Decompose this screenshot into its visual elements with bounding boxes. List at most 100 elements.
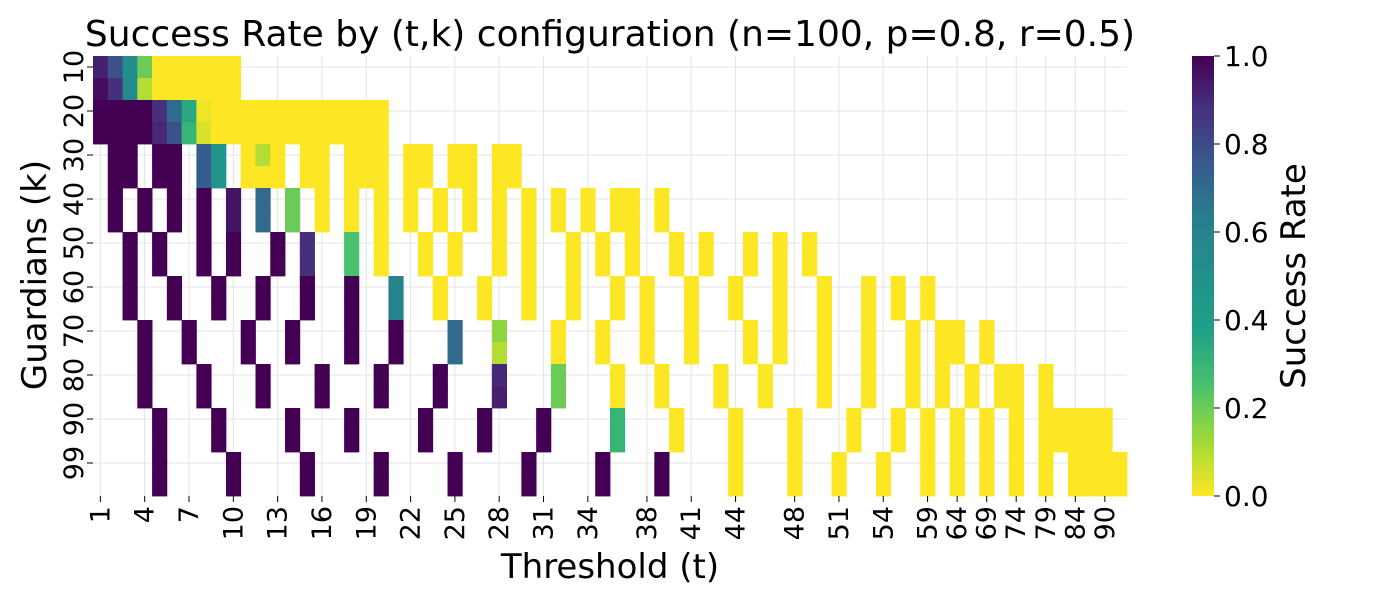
heatmap-cell <box>787 408 803 431</box>
heatmap-cells <box>93 56 1128 497</box>
heatmap-cell <box>137 188 153 211</box>
heatmap-cell <box>861 364 877 387</box>
heatmap-cell <box>802 254 818 277</box>
x-tick-label: 25 <box>440 506 471 540</box>
heatmap-cell <box>477 276 493 299</box>
heatmap-cell <box>152 122 168 145</box>
heatmap-cell <box>462 188 478 211</box>
heatmap-cell <box>181 342 197 365</box>
heatmap-cell <box>225 254 242 277</box>
heatmap-cell <box>373 100 389 123</box>
heatmap-cell <box>137 56 153 79</box>
heatmap-cell <box>447 254 463 277</box>
heatmap-cell <box>403 144 419 167</box>
heatmap-cell <box>610 188 626 211</box>
heatmap-cell <box>683 276 700 299</box>
heatmap-cell <box>373 364 389 387</box>
heatmap-cell <box>285 210 301 233</box>
heatmap-cell <box>772 254 788 277</box>
heatmap-cell <box>654 474 670 497</box>
heatmap-cell <box>1008 474 1024 497</box>
heatmap-cell <box>875 452 892 475</box>
heatmap-cell <box>1112 474 1128 497</box>
heatmap-cell <box>920 298 936 321</box>
chart-title: Success Rate by (t,k) configuration (n=1… <box>85 14 1135 55</box>
heatmap-cell <box>240 122 256 145</box>
heatmap-cell <box>137 320 153 343</box>
heatmap-cell <box>181 320 197 343</box>
heatmap-cell <box>107 144 123 167</box>
heatmap-cell <box>1008 386 1024 409</box>
heatmap-cell <box>358 166 375 189</box>
heatmap-cell <box>521 298 537 321</box>
heatmap-cell <box>639 276 655 299</box>
heatmap-cell <box>979 452 995 475</box>
x-tick-label: 84 <box>1060 506 1091 540</box>
heatmap-cell <box>491 320 507 343</box>
heatmap-cell <box>654 386 670 409</box>
heatmap-cell <box>934 342 951 365</box>
heatmap-cell <box>624 232 640 255</box>
heatmap-cell <box>610 364 626 387</box>
heatmap-cell <box>122 56 138 79</box>
heatmap-cell <box>595 452 611 475</box>
x-tick-label: 1 <box>85 506 116 523</box>
heatmap-cell <box>344 430 360 453</box>
heatmap-cell <box>550 188 567 211</box>
heatmap-cell <box>1097 430 1113 453</box>
heatmap-cell <box>595 232 611 255</box>
heatmap-cell <box>831 474 847 497</box>
heatmap-cell <box>964 364 980 387</box>
heatmap-cell <box>344 144 360 167</box>
colorbar-tick-label: 0.6 <box>1224 216 1269 249</box>
x-tick-label: 13 <box>263 506 294 540</box>
heatmap-cell <box>122 254 138 277</box>
heatmap-cell <box>447 320 463 343</box>
heatmap-cell <box>1038 386 1054 409</box>
heatmap-cell <box>299 100 315 123</box>
heatmap-cell <box>905 364 921 387</box>
heatmap-cell <box>772 298 788 321</box>
heatmap-cell <box>152 254 168 277</box>
heatmap-cell <box>107 56 123 79</box>
heatmap-cell <box>344 298 360 321</box>
heatmap-cell <box>1097 452 1113 475</box>
colorbar-tick-label: 0.2 <box>1224 392 1269 425</box>
heatmap-cell <box>225 474 242 497</box>
heatmap-cell <box>211 276 227 299</box>
heatmap-cell <box>255 166 271 189</box>
heatmap-cell <box>285 188 301 211</box>
heatmap-cell <box>225 56 242 79</box>
heatmap-cell <box>949 452 965 475</box>
heatmap-cell <box>122 232 138 255</box>
heatmap-cell <box>417 430 434 453</box>
heatmap-cell <box>122 276 138 299</box>
heatmap-cell <box>344 232 360 255</box>
heatmap-cell <box>580 188 596 211</box>
colorbar-label: Success Rate <box>1274 163 1314 389</box>
heatmap-cell <box>491 386 507 409</box>
heatmap-cell <box>344 188 360 211</box>
heatmap-cell <box>196 254 212 277</box>
heatmap-cell <box>920 452 936 475</box>
heatmap-cell <box>521 232 537 255</box>
heatmap-cell <box>728 298 744 321</box>
heatmap-cell <box>299 452 315 475</box>
heatmap-cell <box>802 232 818 255</box>
heatmap-cell <box>137 386 153 409</box>
heatmap-cell <box>491 232 507 255</box>
heatmap-cell <box>565 298 581 321</box>
heatmap-cell <box>565 276 581 299</box>
heatmap-cell <box>610 408 626 431</box>
heatmap-cell <box>270 144 286 167</box>
y-tick-label: 30 <box>59 138 90 172</box>
heatmap-cell <box>669 430 685 453</box>
heatmap-cell <box>595 474 611 497</box>
heatmap-cell <box>994 386 1010 409</box>
x-tick-label: 38 <box>632 506 663 540</box>
heatmap-cell <box>565 232 581 255</box>
heatmap-cell <box>373 474 389 497</box>
heatmap-cell <box>905 386 921 409</box>
heatmap-cell <box>550 364 567 387</box>
heatmap-cell <box>137 100 153 123</box>
